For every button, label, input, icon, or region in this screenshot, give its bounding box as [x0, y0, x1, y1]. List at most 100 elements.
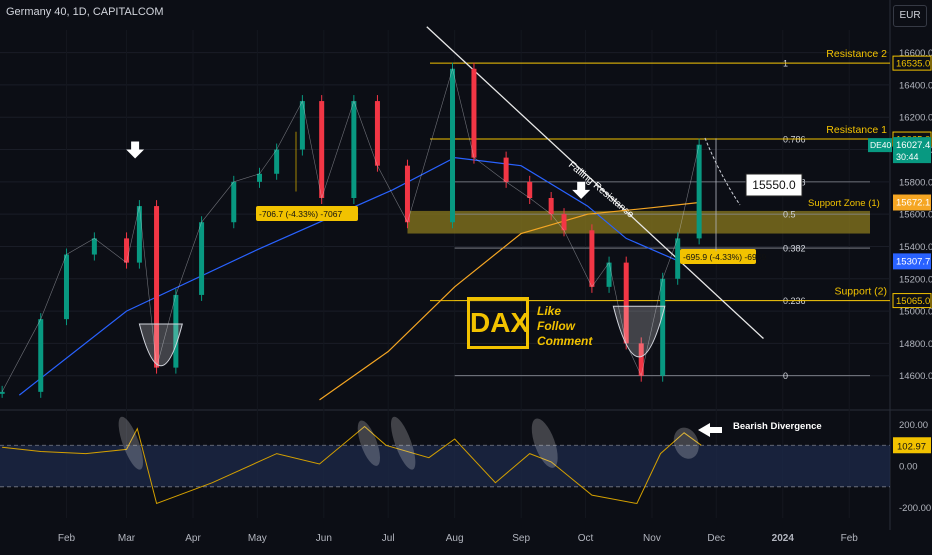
price-label-value: 15307.7 — [896, 256, 930, 267]
candle-body — [450, 68, 456, 223]
cta-comment: Comment — [537, 334, 593, 348]
oscillator-value: 102.97 — [897, 441, 926, 452]
candle-body — [256, 173, 262, 182]
cta-like: Like — [537, 304, 562, 318]
candle-body — [231, 181, 237, 223]
x-tick-label: Jun — [316, 533, 332, 544]
y-tick-label: 16600.0 — [899, 48, 932, 59]
x-tick-label: Mar — [118, 533, 136, 544]
x-tick-label: Oct — [578, 533, 594, 544]
candle-body — [173, 294, 179, 368]
level-name: Support (2) — [834, 286, 887, 298]
candle-body — [548, 198, 554, 215]
oscillator-value-box — [893, 437, 931, 454]
x-tick-label: Feb — [58, 533, 76, 544]
symbol-tag-box — [868, 138, 892, 153]
fib-level-label: 1 — [783, 59, 788, 69]
oscillator-tick-label: -200.00 — [899, 503, 931, 514]
candle-body — [606, 262, 612, 287]
measure-label: -706.7 (-4.33%) -7067 — [259, 209, 342, 219]
down-arrow-icon — [572, 181, 591, 199]
candle-body — [351, 101, 357, 198]
y-tick-label: 16200.0 — [899, 113, 932, 124]
projection-path — [704, 137, 741, 206]
candle-body — [503, 157, 509, 182]
cta-follow: Follow — [537, 319, 575, 333]
divergence-highlight — [531, 418, 558, 468]
candle-body — [299, 101, 305, 150]
divergence-highlight — [391, 416, 416, 470]
oscillator-tick-label: 200.00 — [899, 420, 928, 431]
fib-level-label: 0 — [783, 371, 788, 381]
x-tick-label: Dec — [707, 533, 725, 544]
measure-label: -695.9 (-4.33%) -6959 — [683, 252, 766, 262]
y-tick-label: 15400.0 — [899, 242, 932, 253]
x-tick-label: May — [248, 533, 267, 544]
y-tick-label: 15200.0 — [899, 274, 932, 285]
currency-button[interactable]: EUR — [893, 5, 927, 27]
level-name: Resistance 2 — [826, 48, 887, 60]
x-tick-label: Nov — [643, 533, 661, 544]
price-label-box — [893, 194, 931, 211]
candle-body — [527, 181, 533, 198]
price-label-box — [893, 253, 931, 270]
divergence-highlight — [673, 427, 699, 459]
x-tick-label: Jul — [382, 533, 395, 544]
y-tick-label: 16400.0 — [899, 80, 932, 91]
target-callout-text: 15550.0 — [752, 178, 796, 192]
candle-body — [589, 230, 595, 287]
candle-body — [696, 144, 702, 239]
divergence-highlight — [118, 416, 143, 470]
price-path — [1, 67, 700, 392]
measure-label-box — [256, 206, 358, 221]
candle-body — [124, 238, 130, 263]
fib-level-label: 0.382 — [783, 244, 806, 254]
x-tick-label: Feb — [841, 533, 859, 544]
candle-body — [660, 278, 666, 376]
candle-body — [38, 319, 44, 392]
measure-label-box — [680, 249, 756, 264]
oscillator-line — [2, 425, 702, 505]
falling-resistance-line — [426, 26, 764, 340]
x-tick-label: Sep — [512, 533, 530, 544]
price-label-box — [893, 137, 931, 164]
oscillator-tick-label: 0.00 — [899, 462, 918, 473]
bottom-pattern-highlight — [138, 323, 183, 367]
level-price-tag — [892, 293, 932, 309]
level-price-tag — [892, 55, 932, 71]
candle-body — [274, 149, 280, 174]
candle-body — [561, 214, 567, 231]
down-arrow-icon — [126, 141, 145, 159]
price-label-value: 15672.1 — [896, 198, 930, 209]
y-tick-label: 15800.0 — [899, 177, 932, 188]
candle-body — [0, 391, 5, 394]
candle-body — [404, 165, 410, 223]
candle-body — [374, 101, 380, 166]
candle-body — [471, 68, 477, 158]
candle-body — [319, 101, 325, 198]
level-price-label: 16535.0 — [896, 59, 930, 70]
symbol-tag: DE40 — [870, 140, 892, 150]
y-tick-label: 15000.0 — [899, 307, 932, 318]
moving-average-orange — [319, 201, 700, 401]
target-callout-box — [745, 173, 803, 197]
candle-body — [154, 206, 160, 368]
support-zone-label: Support Zone (1) — [808, 198, 880, 209]
fib-level-label: 0.5 — [783, 210, 796, 220]
y-tick-label: 15600.0 — [899, 210, 932, 221]
x-tick-label: Apr — [185, 533, 201, 544]
candle-body — [91, 238, 97, 255]
x-tick-label: 2024 — [772, 533, 795, 544]
candle-body — [136, 206, 142, 263]
price-label-value: 16027.4 — [896, 140, 930, 151]
candle-body — [638, 343, 644, 376]
divergence-highlight — [357, 420, 380, 466]
candle-body — [63, 254, 69, 320]
divergence-label: Bearish Divergence — [733, 421, 822, 432]
x-tick-label: Aug — [446, 533, 464, 544]
countdown-label: 30:44 — [896, 152, 919, 162]
y-tick-label: 14600.0 — [899, 371, 932, 382]
bottom-pattern-highlight — [612, 305, 666, 358]
